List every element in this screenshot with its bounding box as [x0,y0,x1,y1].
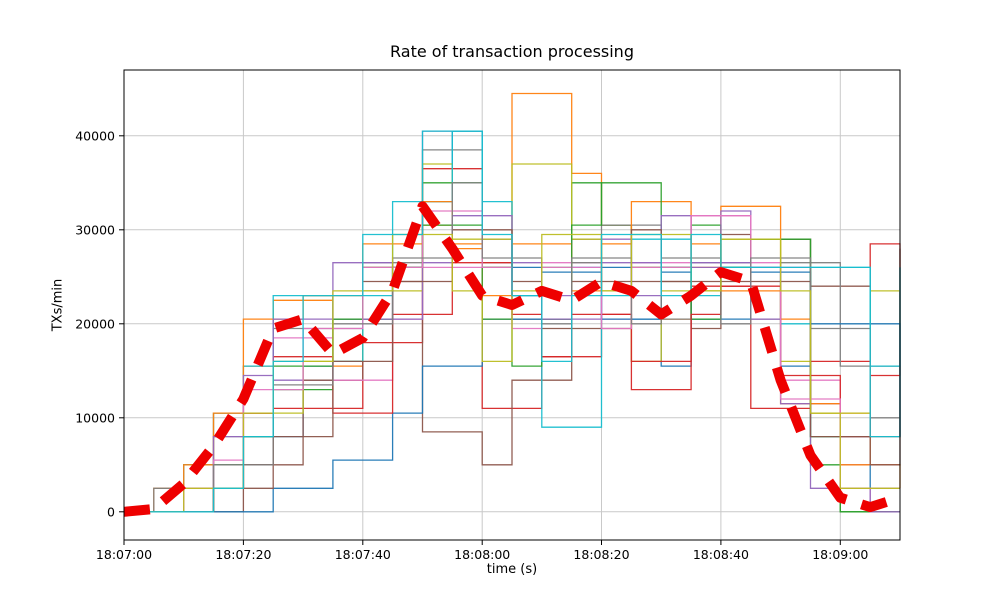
svg-text:18:07:40: 18:07:40 [335,547,391,562]
svg-text:40000: 40000 [75,128,115,143]
svg-text:10000: 10000 [75,410,115,425]
svg-text:0: 0 [107,504,115,519]
chart-title: Rate of transaction processing [390,42,634,61]
svg-text:18:08:00: 18:08:00 [454,547,510,562]
svg-text:18:08:20: 18:08:20 [573,547,629,562]
x-axis-label: time (s) [486,562,538,577]
svg-text:18:07:00: 18:07:00 [96,547,152,562]
svg-text:18:07:20: 18:07:20 [215,547,271,562]
svg-text:18:08:40: 18:08:40 [693,547,749,562]
svg-text:18:09:00: 18:09:00 [812,547,868,562]
svg-text:30000: 30000 [75,222,115,237]
svg-text:20000: 20000 [75,316,115,331]
